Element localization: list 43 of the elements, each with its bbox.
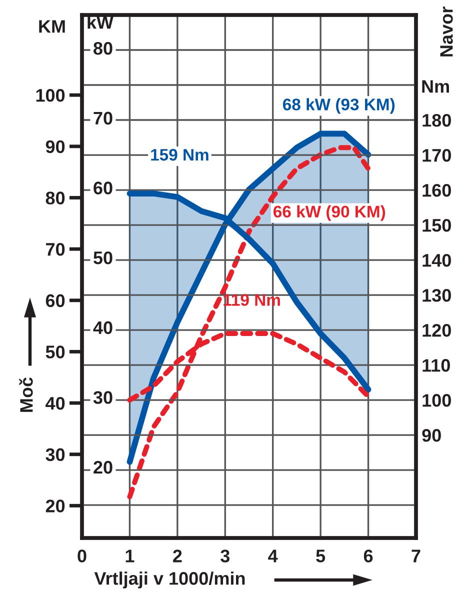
annotation: kW [88, 16, 114, 29]
x-tick-label: 3 [220, 550, 230, 562]
y2-axis-title: Navor [440, 6, 453, 56]
y2-tick-label: 120 [422, 324, 451, 337]
y-axis-title: Moč [19, 377, 33, 412]
y-tick-label: 70 [94, 112, 112, 125]
x-tick-label: 5 [316, 550, 326, 562]
annotation: 66 kW (90 KM) [274, 205, 386, 221]
y3-tick-label: 80 [46, 192, 65, 204]
x-tick-label: 2 [173, 550, 182, 562]
y-tick-label: 60 [94, 182, 112, 194]
y3-tick-label: 70 [46, 242, 65, 256]
y3-tick-label: 30 [46, 448, 65, 462]
x-axis-title: Vrtljaji v 1000/min [94, 572, 245, 588]
y-tick-label: 20 [94, 460, 112, 474]
x-tick-label: 1 [126, 550, 134, 562]
annotation: 68 kW (93 KM) [282, 98, 395, 114]
x-tick-label: 4 [268, 550, 278, 562]
y-tick-label: 30 [93, 391, 112, 404]
y-tick-label: 50 [94, 251, 112, 264]
y3-tick-label: 40 [46, 396, 65, 410]
y2-tick-label: 180 [422, 114, 451, 127]
y3-tick-label: 50 [46, 346, 65, 358]
y3-tick-label: 90 [46, 140, 65, 154]
x-tick-label: 7 [412, 550, 420, 562]
text: Nm [422, 80, 449, 93]
y3-tick-label: 100 [36, 89, 65, 102]
y2-tick-label: 90 [422, 429, 441, 442]
y2-tick-label: 110 [422, 359, 450, 372]
x-tick-label: 6 [364, 550, 373, 562]
y2-tick-label: 160 [422, 184, 451, 197]
x-tick-label: 0 [78, 550, 86, 562]
y2-tick-label: 130 [422, 288, 451, 302]
y2-tick-label: 140 [422, 254, 451, 267]
y2-tick-label: 170 [422, 148, 451, 162]
y2-tick-label: 100 [422, 394, 451, 407]
y3-tick-label: 60 [46, 294, 65, 308]
y-tick-label: 40 [93, 321, 112, 334]
annotation: 159 Nm [151, 148, 208, 161]
y-tick-label: 80 [94, 42, 112, 55]
text: KM [39, 20, 65, 33]
y2-tick-label: 150 [422, 218, 451, 232]
y3-tick-label: 20 [46, 500, 65, 512]
